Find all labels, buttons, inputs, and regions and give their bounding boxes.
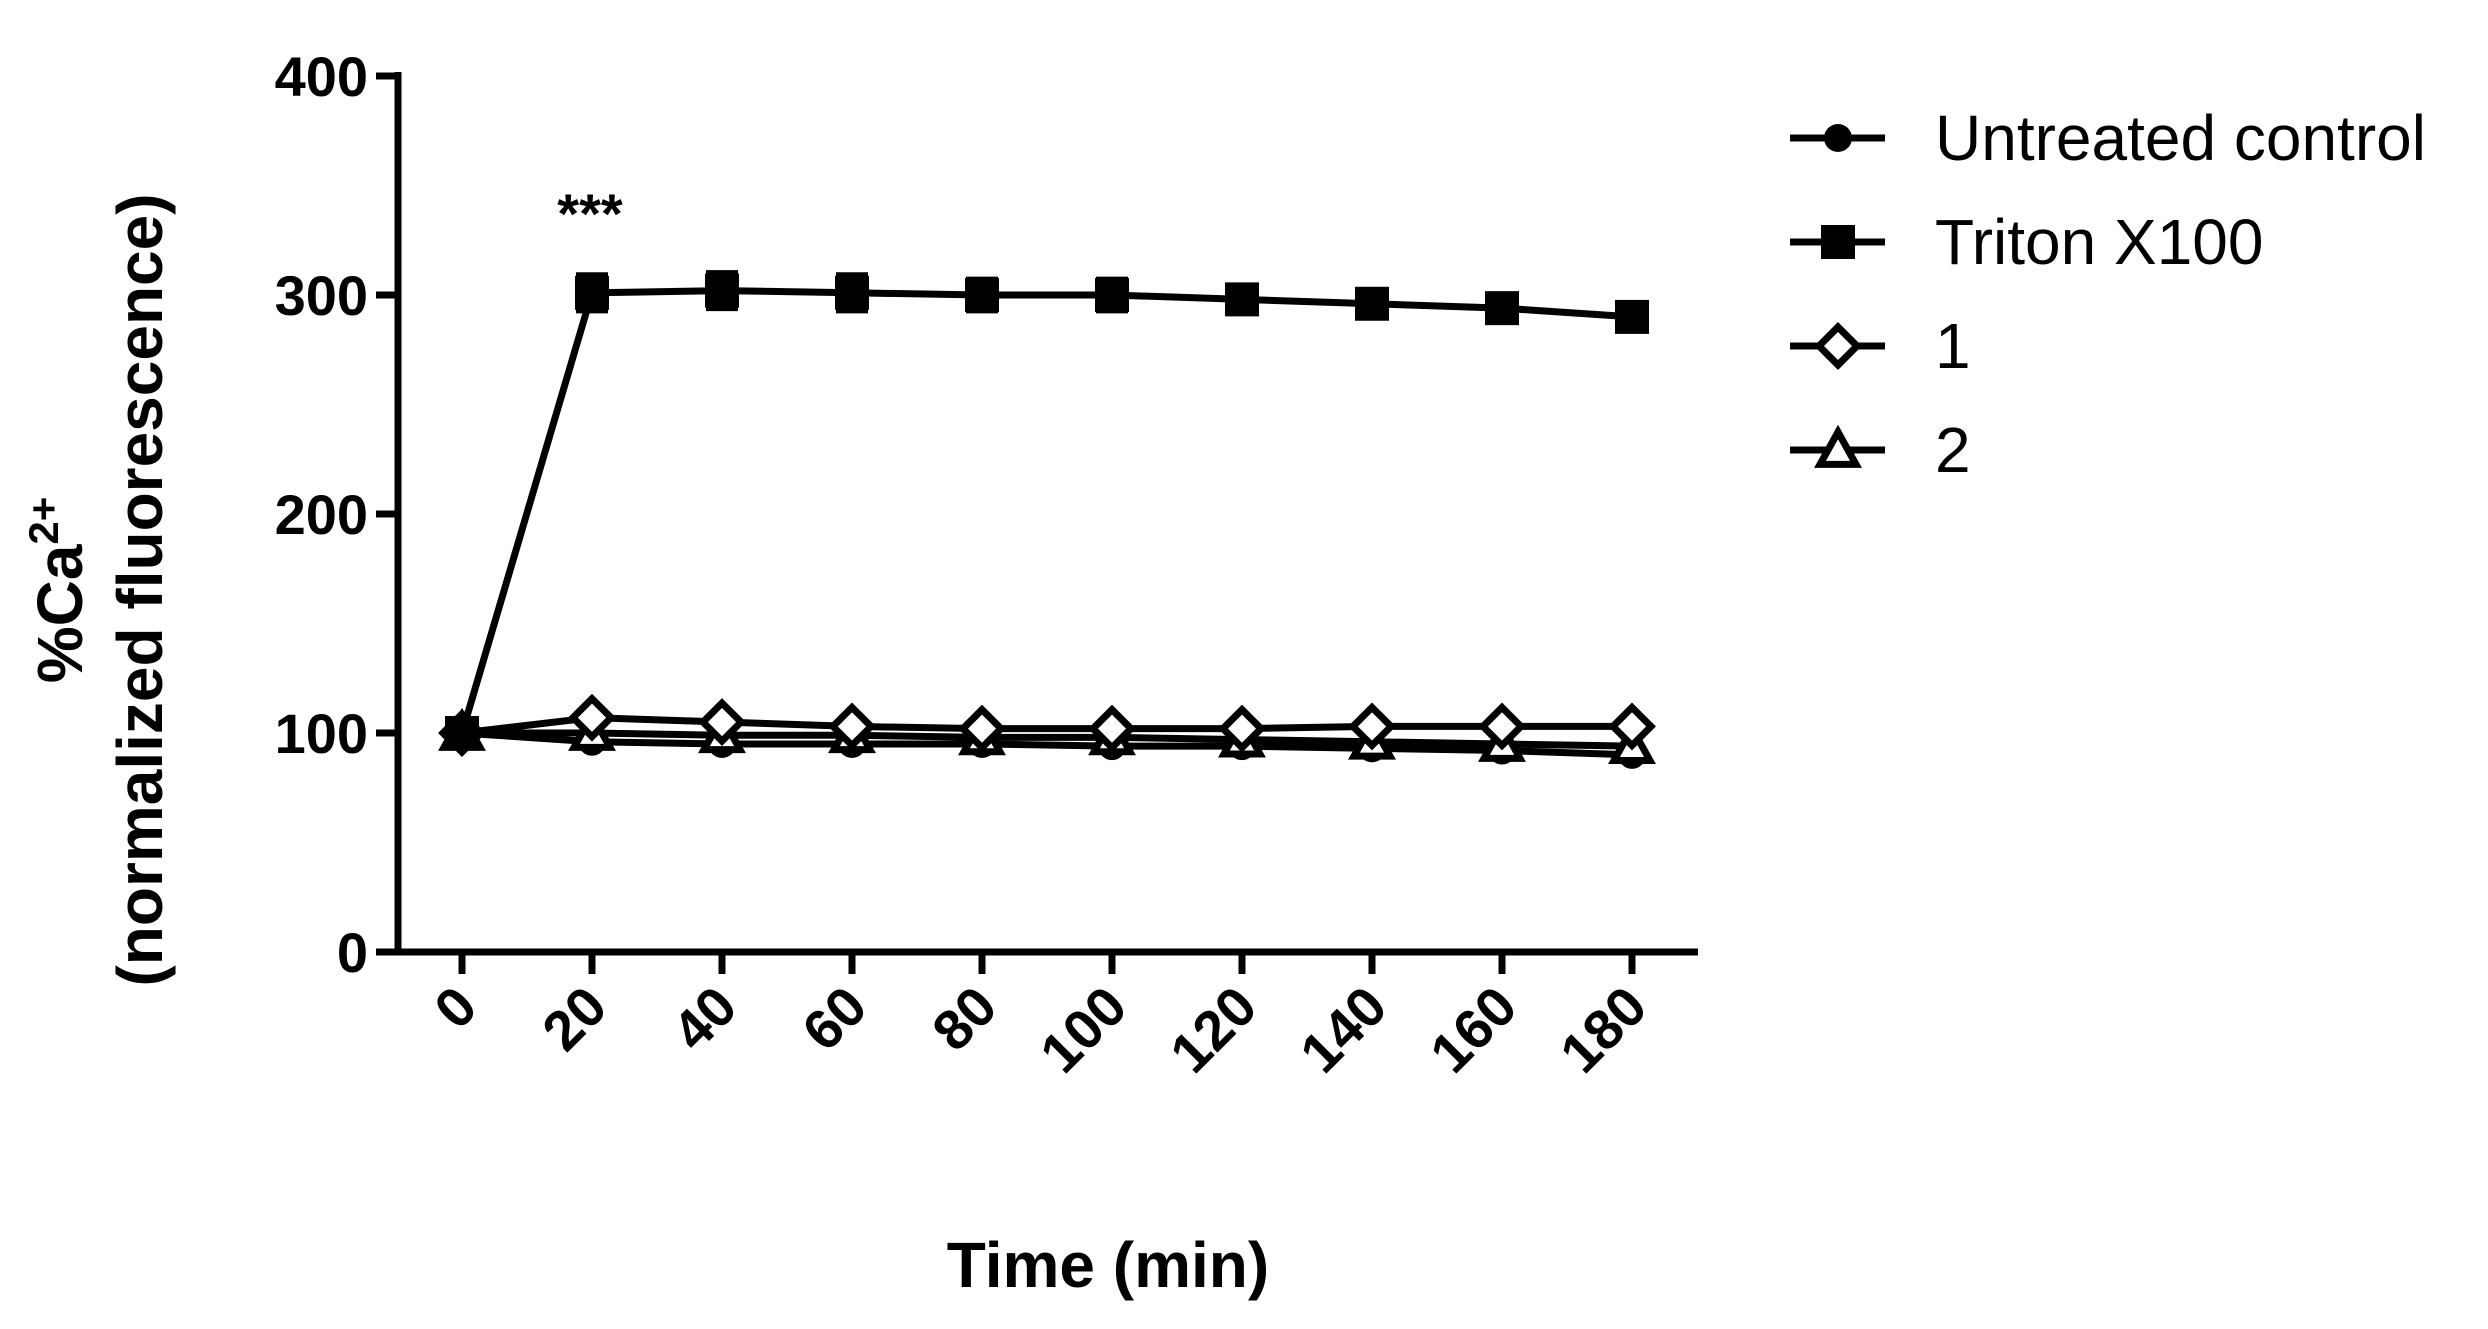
legend-label: 2 [1935,414,1971,486]
series-diamond-open [438,693,1656,757]
data-point [1485,291,1519,326]
series-square-filled [445,270,1649,750]
legend: Untreated control Triton X100 1 2 [1790,102,2426,486]
x-tick-label: 60 [790,974,879,1063]
legend-item: 1 [1790,310,1971,382]
data-point [1348,702,1396,751]
x-tick-label: 20 [530,974,619,1063]
legend-item: Untreated control [1790,102,2426,174]
series-line [461,729,1633,759]
x-tick-label: 40 [660,974,749,1063]
series-line [458,287,1633,734]
series-layer: *** [438,182,1656,769]
x-tick-label: 160 [1418,974,1529,1085]
y-tick-label: 400 [275,45,368,108]
data-point [698,698,746,746]
legend-label: Triton X100 [1935,206,2263,278]
data-point [568,693,616,742]
legend-marker [1824,124,1852,152]
data-point [705,273,739,308]
data-point [828,702,876,751]
data-point [1615,299,1649,334]
x-tick-label: 80 [920,974,1009,1063]
y-tick-label: 300 [275,264,368,327]
y-axis-title-prefix: %Ca [24,544,96,683]
y-axis-title-line2: (normalized fluorescence) [104,193,176,986]
data-point [1355,286,1389,321]
legend-marker [1814,322,1862,370]
data-point [1218,704,1266,753]
data-point [958,704,1006,753]
data-point [1095,278,1129,312]
legend-marker [1821,225,1855,259]
data-point [1088,704,1136,753]
legend-label: Untreated control [1935,102,2426,174]
significance-annotation: *** [557,182,623,245]
y-tick-label: 100 [275,702,368,765]
data-point [1225,282,1259,317]
data-point [835,275,869,310]
y-axis-title-superscript: 2+ [20,497,67,545]
legend-marker [1814,424,1862,468]
x-tick-label: 180 [1548,974,1659,1085]
legend-item: Triton X100 [1790,206,2263,278]
series-line [461,714,1632,737]
x-tick-label: 140 [1288,974,1399,1085]
x-axis-title: Time (min) [947,1229,1269,1301]
series-line [462,729,1633,750]
x-tick-label: 120 [1158,974,1269,1085]
data-point [575,275,609,310]
data-point [445,716,479,750]
legend-label: 1 [1935,310,1971,382]
x-tick-label: 100 [1028,974,1139,1085]
legend-item: 2 [1790,414,1971,486]
data-point [1478,702,1526,751]
data-point [965,278,999,312]
x-tick-label: 0 [422,974,489,1041]
y-axis-title-line1: %Ca2+ [20,497,96,684]
y-tick-label: 0 [337,921,368,984]
y-tick-label: 200 [275,483,368,546]
data-point [1608,702,1656,751]
